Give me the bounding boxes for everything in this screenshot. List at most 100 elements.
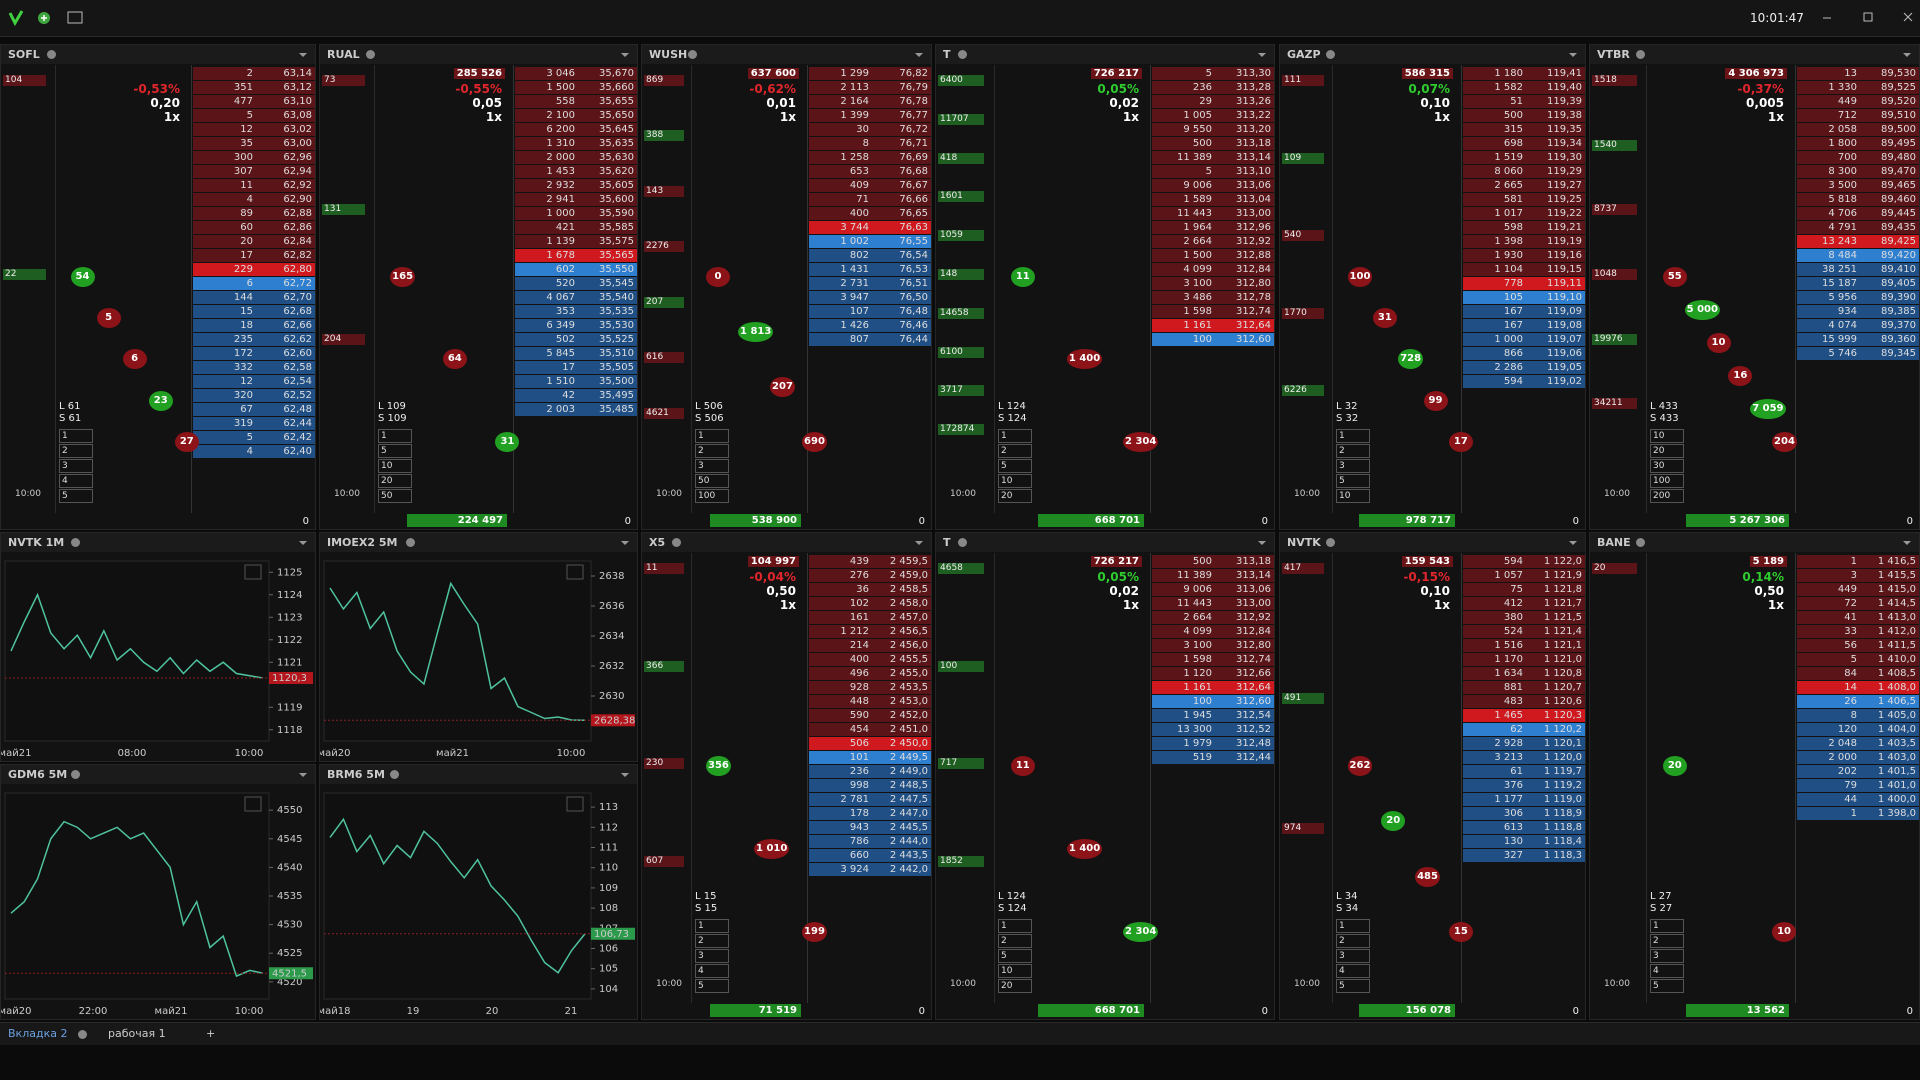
lot-size-button[interactable]: 5 [998,459,1032,473]
panel-menu[interactable] [1258,541,1266,545]
lot-size-button[interactable]: 5 [695,979,729,993]
lot-size-button[interactable]: 2 [695,934,729,948]
panel-menu[interactable] [1903,53,1911,57]
lot-size-button[interactable]: 2 [1336,444,1370,458]
lot-size-button[interactable]: 1 [695,429,729,443]
lot-size-button[interactable]: 1 [1650,919,1684,933]
lot-size-button[interactable]: 10 [1650,429,1684,443]
lot-size-button[interactable]: 4 [1336,964,1370,978]
quantity: 500 [1192,138,1212,149]
lot-size-button[interactable]: 4 [695,964,729,978]
y-tick-label: 4525 [277,948,302,959]
tab[interactable]: Вкладка 2 [8,1027,68,1040]
quantity: 120 [1837,724,1857,735]
lot-size-button[interactable]: 1 [378,429,412,443]
lot-size-button[interactable]: 20 [998,979,1032,993]
panel-menu[interactable] [1569,541,1577,545]
price: 35,655 [599,96,634,107]
lot-size-button[interactable]: 1 [59,429,93,443]
lot-size-button[interactable]: 50 [378,489,412,503]
lot-size-button[interactable]: 10 [1336,489,1370,503]
quantity: 11 443 [1177,208,1212,219]
lot-size-button[interactable]: 200 [1650,489,1684,503]
lot-size-button[interactable]: 3 [695,949,729,963]
price: 1 120,3 [1543,710,1582,721]
panel-menu[interactable] [1569,53,1577,57]
close-panel[interactable] [71,538,80,547]
panel-menu[interactable] [621,541,629,545]
left-cluster: 100 [938,660,984,672]
close-panel[interactable] [1636,50,1645,59]
close-tab[interactable] [78,1030,87,1039]
price: 35,585 [599,222,634,233]
close-panel[interactable] [71,770,80,779]
panel-menu[interactable] [299,541,307,545]
lot-size-button[interactable]: 2 [1336,934,1370,948]
lot-size-button[interactable]: 5 [1336,474,1370,488]
lot-size-button[interactable]: 50 [695,474,729,488]
lot-size-button[interactable]: 5 [378,444,412,458]
close-panel[interactable] [406,538,415,547]
panel-menu[interactable] [621,53,629,57]
restore[interactable] [1863,12,1873,22]
panel-menu[interactable] [915,541,923,545]
lot-size-button[interactable]: 2 [1650,934,1684,948]
close-panel[interactable] [390,770,399,779]
lot-size-button[interactable]: 10 [378,459,412,473]
lot-size-button[interactable]: 1 [695,919,729,933]
lot-size-button[interactable]: 3 [695,459,729,473]
lot-size-button[interactable]: 20 [378,474,412,488]
lot-size-button[interactable]: 30 [1650,459,1684,473]
lot-size-button[interactable]: 2 [59,444,93,458]
panel-menu[interactable] [915,53,923,57]
add-tab[interactable]: + [206,1027,216,1040]
close-panel[interactable] [366,50,375,59]
lot-size-button[interactable]: 2 [695,444,729,458]
lot-size-button[interactable]: 1 [998,429,1032,443]
lot-size-button[interactable]: 5 [59,489,93,503]
panel-menu[interactable] [299,773,307,777]
quantity: 38 251 [1822,264,1857,275]
lot-size-button[interactable]: 3 [59,459,93,473]
close-panel[interactable] [1636,538,1645,547]
panel-menu[interactable] [621,773,629,777]
close-panel[interactable] [47,50,56,59]
ask-row: 1 516 1 121,1 [1463,639,1585,652]
close-panel[interactable] [672,538,681,547]
lot-size-button[interactable]: 100 [1650,474,1684,488]
close-panel[interactable] [958,538,967,547]
lot-size-button[interactable]: 3 [1336,949,1370,963]
lot-size-button[interactable]: 100 [695,489,729,503]
price: 62,60 [283,348,312,359]
lot-size-button[interactable]: 20 [1650,444,1684,458]
lot-size-button[interactable]: 2 [998,444,1032,458]
price: 89,435 [1881,222,1916,233]
lot-size-button[interactable]: 10 [998,474,1032,488]
lot-size-button[interactable]: 5 [998,949,1032,963]
lot-size-button[interactable]: 2 [998,934,1032,948]
lot-size-button[interactable]: 3 [1336,459,1370,473]
close-panel[interactable] [1326,50,1335,59]
panel-menu[interactable] [299,53,307,57]
price-line [10,820,264,978]
lot-size-button[interactable]: 1 [1336,919,1370,933]
lot-size-button[interactable]: 1 [1336,429,1370,443]
lot-size-button[interactable]: 4 [59,474,93,488]
lot-size-button[interactable]: 3 [1650,949,1684,963]
close-panel[interactable] [958,50,967,59]
lot-size-button[interactable]: 5 [1650,979,1684,993]
lot-size-button[interactable]: 20 [998,489,1032,503]
tab[interactable]: рабочая 1 [108,1027,166,1040]
close-panel[interactable] [688,50,697,59]
lot-size-button[interactable]: 10 [998,964,1032,978]
panel-menu[interactable] [1903,541,1911,545]
panel-menu[interactable] [1258,53,1266,57]
lot-size-button[interactable]: 5 [1336,979,1370,993]
quantity: 2 100 [546,110,575,121]
lot-size-button[interactable]: 1 [998,919,1032,933]
close-panel[interactable] [1326,538,1335,547]
x-tick-label: 19 [407,1006,420,1017]
close[interactable] [1903,12,1913,22]
layout-icon[interactable] [67,11,83,24]
lot-size-button[interactable]: 4 [1650,964,1684,978]
